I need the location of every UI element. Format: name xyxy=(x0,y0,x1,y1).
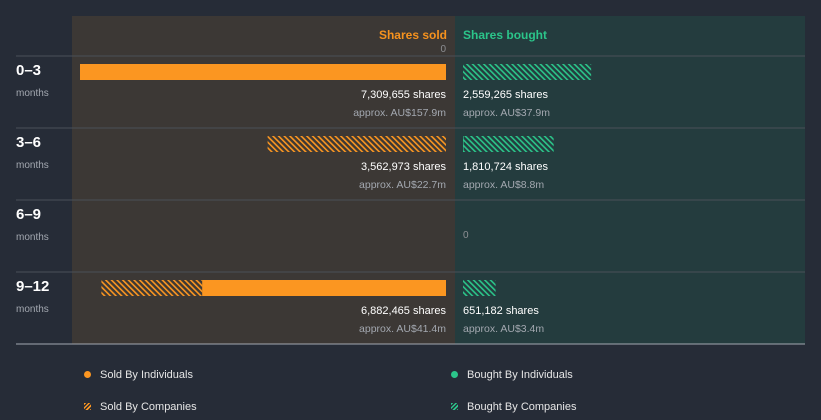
legend-bought-companies-swatch xyxy=(451,402,458,410)
legend-sold-individuals: Sold By Individuals xyxy=(84,369,193,381)
category-label: 0–3 xyxy=(16,62,41,79)
legend-bought-individuals-label: Bought By Individuals xyxy=(467,369,573,381)
bought-zero-label: 0 xyxy=(463,230,469,241)
category-unit: months xyxy=(16,304,49,315)
category-label: 9–12 xyxy=(16,278,49,295)
bought-companies-bar xyxy=(463,64,592,80)
sold-shares-label: 6,882,465 shares xyxy=(361,305,447,317)
category-unit: months xyxy=(16,160,49,171)
legend-sold-companies: Sold By Companies xyxy=(84,401,197,413)
legend-sold-companies-swatch xyxy=(84,402,91,410)
legend-sold-individuals-swatch xyxy=(84,370,91,378)
legend-bought-companies-label: Bought By Companies xyxy=(467,401,577,413)
category-unit: months xyxy=(16,232,49,243)
legend-bought-companies: Bought By Companies xyxy=(451,401,576,413)
bought-value-label: approx. AU$8.8m xyxy=(463,179,544,191)
category-unit: months xyxy=(16,88,49,99)
legend-sold-companies-label: Sold By Companies xyxy=(100,401,197,413)
category-label: 3–6 xyxy=(16,134,41,151)
sold-zero-label: 0 xyxy=(440,44,446,55)
sold-shares-label: 3,562,973 shares xyxy=(361,161,447,173)
bought-companies-bar xyxy=(463,280,496,296)
sold-header: Shares sold xyxy=(379,28,447,42)
bought-shares-label: 651,182 shares xyxy=(463,305,539,317)
sold-value-label: approx. AU$157.9m xyxy=(353,107,446,119)
bought-shares-label: 2,559,265 shares xyxy=(463,89,549,101)
sold-individuals-bar xyxy=(202,280,446,296)
bought-companies-bar xyxy=(463,136,554,152)
legend-sold-individuals-label: Sold By Individuals xyxy=(100,369,193,381)
sold-companies-bar xyxy=(267,136,446,152)
bought-shares-label: 1,810,724 shares xyxy=(463,161,549,173)
bought-header: Shares bought xyxy=(463,28,547,42)
legend-bought-individuals-swatch xyxy=(451,370,458,378)
legend-bought-individuals: Bought By Individuals xyxy=(451,369,573,381)
sold-shares-label: 7,309,655 shares xyxy=(361,89,447,101)
bought-value-label: approx. AU$3.4m xyxy=(463,323,544,335)
sold-individuals-bar xyxy=(80,64,446,80)
sold-value-label: approx. AU$22.7m xyxy=(359,179,446,191)
sold-companies-bar xyxy=(101,280,203,296)
sold-value-label: approx. AU$41.4m xyxy=(359,323,446,335)
category-label: 6–9 xyxy=(16,206,41,223)
bought-value-label: approx. AU$37.9m xyxy=(463,107,550,119)
